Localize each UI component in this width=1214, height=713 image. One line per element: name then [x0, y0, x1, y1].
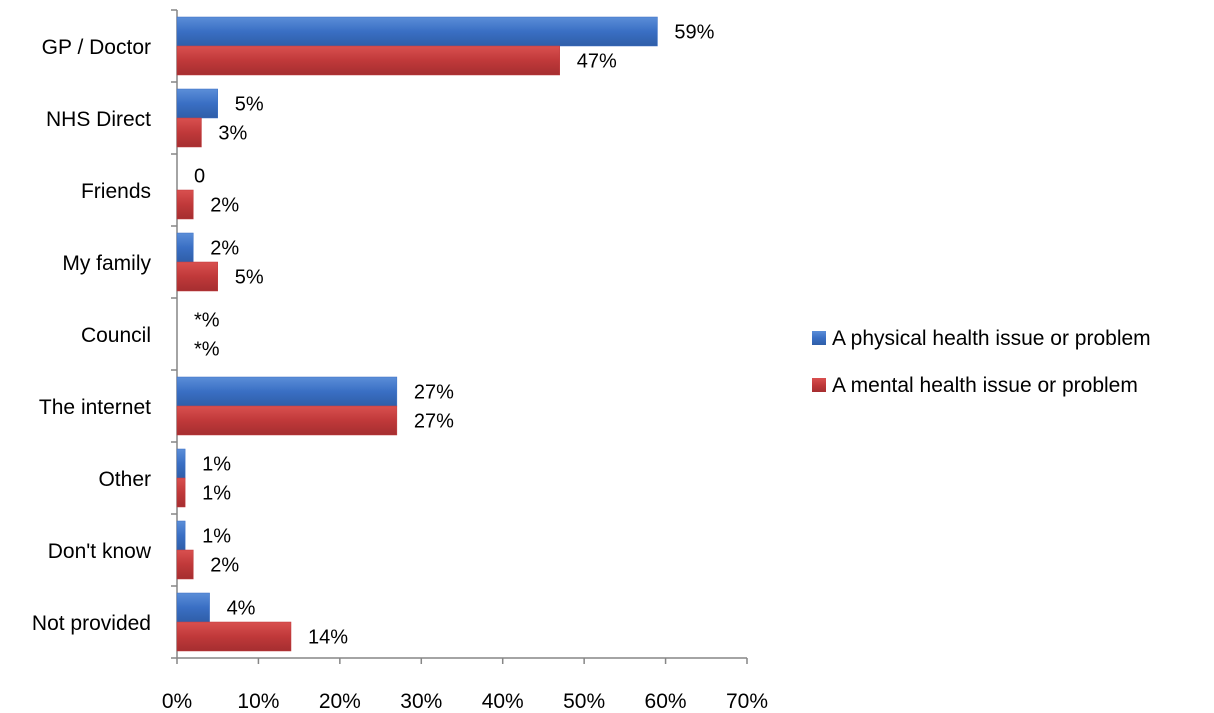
legend-swatch-physical — [812, 331, 826, 345]
data-label: 0 — [194, 166, 205, 188]
legend-label: A mental health issue or problem — [832, 374, 1138, 397]
category-label: GP / Doctor — [42, 36, 151, 59]
bar-mental — [176, 621, 292, 652]
category-label: Not provided — [32, 612, 151, 635]
bar-mental — [176, 117, 202, 148]
category-label: My family — [62, 252, 151, 275]
legend-label: A physical health issue or problem — [832, 327, 1151, 350]
bars — [176, 16, 658, 652]
data-label: 5% — [235, 267, 264, 289]
data-label: 3% — [218, 123, 247, 145]
bar-physical — [176, 88, 218, 119]
x-tick-label: 30% — [400, 690, 442, 713]
x-tick-label: 10% — [237, 690, 279, 713]
bar-physical — [176, 520, 186, 551]
category-label: The internet — [39, 396, 151, 419]
bar-physical — [176, 592, 210, 623]
bar-mental — [176, 189, 194, 220]
labels: 59%47%5%3%02%2%5%*%*%27%27%1%1%1%2%4%14% — [194, 22, 715, 649]
axes: GP / Doctor NHS Direct Friends My family Cou… — [32, 9, 768, 713]
x-tick-label: 40% — [482, 690, 524, 713]
data-label: 1% — [202, 454, 231, 476]
data-label: 2% — [210, 195, 239, 217]
x-tick-label: 20% — [319, 690, 361, 713]
data-label: 14% — [308, 627, 348, 649]
data-label: 4% — [227, 598, 256, 620]
category-label: Council — [81, 324, 151, 347]
x-tick-label: 50% — [563, 690, 605, 713]
data-label: 2% — [210, 238, 239, 260]
legend: A physical health issue or problem A ment… — [812, 327, 1151, 397]
bar-physical — [176, 376, 398, 407]
bar-mental — [176, 405, 398, 436]
data-label: 1% — [202, 483, 231, 505]
x-tick-label: 0% — [162, 690, 192, 713]
data-label: *% — [194, 339, 220, 361]
bar-mental — [176, 549, 194, 580]
bar-mental — [176, 261, 218, 292]
x-tick-label: 70% — [726, 690, 768, 713]
data-label: 5% — [235, 94, 264, 116]
category-label: Other — [98, 468, 151, 491]
data-label: *% — [194, 310, 220, 332]
data-label: 2% — [210, 555, 239, 577]
x-tick-label: 60% — [645, 690, 687, 713]
category-label: Don't know — [48, 540, 152, 563]
category-label: NHS Direct — [46, 108, 151, 131]
bar-mental — [176, 45, 560, 76]
bar-physical — [176, 16, 658, 47]
bar-physical — [176, 232, 194, 263]
data-label: 59% — [674, 22, 714, 44]
bar-physical — [176, 448, 186, 479]
data-label: 1% — [202, 526, 231, 548]
category-label: Friends — [81, 180, 151, 203]
data-label: 47% — [577, 51, 617, 73]
data-label: 27% — [414, 411, 454, 433]
legend-swatch-mental — [812, 378, 826, 392]
data-label: 27% — [414, 382, 454, 404]
bar-mental — [176, 477, 186, 508]
